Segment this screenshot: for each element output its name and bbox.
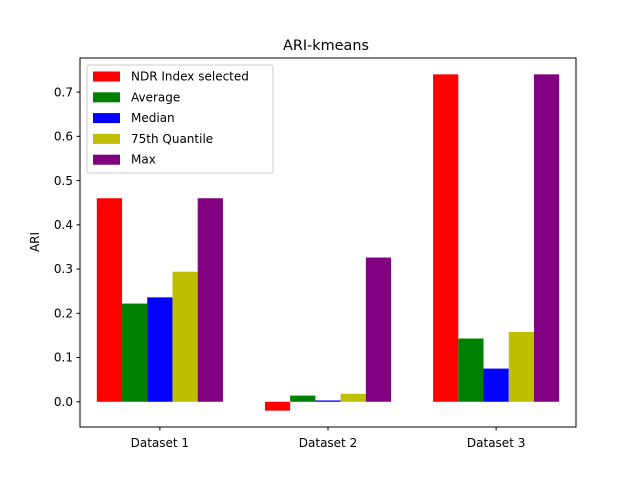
bar-average-3 <box>458 338 484 402</box>
bar-max-2 <box>365 257 392 402</box>
legend-swatch <box>93 133 120 144</box>
y-tick-label: 0.6 <box>54 130 73 144</box>
bar-75th-quantile-2 <box>340 393 366 402</box>
bar-ndr-index-selected-1 <box>96 198 123 402</box>
x-tick-label: Dataset 2 <box>299 436 357 450</box>
y-tick-label: 0.0 <box>54 395 73 409</box>
y-tick-label: 0.3 <box>54 262 73 276</box>
plot-frame <box>79 57 577 428</box>
legend-label: 75th Quantile <box>131 132 213 146</box>
legend-label: Median <box>131 111 175 125</box>
x-tick-label: Dataset 1 <box>131 436 189 450</box>
legend-swatch <box>93 154 120 165</box>
legend-box <box>86 64 274 174</box>
y-tick-label: 0.4 <box>54 218 73 232</box>
legend-label: NDR Index selected <box>131 70 249 84</box>
bars-group <box>96 74 560 411</box>
bar-median-3 <box>483 368 509 402</box>
bar-median-2 <box>315 400 341 402</box>
chart-title: ARI-kmeans <box>283 38 369 54</box>
legend: NDR Index selected Average Median 75th Quan… <box>86 64 274 174</box>
legend-swatch <box>93 71 120 82</box>
x-ticks-group: Dataset 1 Dataset 2 Dataset 3 <box>131 427 525 450</box>
bar-average-1 <box>122 303 148 402</box>
legend-swatch <box>93 113 120 124</box>
bar-ndr-index-selected-2 <box>264 401 291 411</box>
y-tick-label: 0.5 <box>54 174 73 188</box>
bar-max-1 <box>197 198 223 402</box>
legend-label: Average <box>131 90 180 104</box>
y-tick-label: 0.2 <box>54 306 73 320</box>
bar-max-3 <box>533 74 560 402</box>
bar-ndr-index-selected-3 <box>433 74 459 402</box>
bar-median-1 <box>147 297 173 402</box>
y-tick-label: 0.1 <box>54 351 73 365</box>
x-tick-label: Dataset 3 <box>467 436 525 450</box>
bar-75th-quantile-1 <box>172 271 198 402</box>
y-axis-label: ARI <box>28 232 42 252</box>
legend-label: Max <box>131 153 156 167</box>
legend-swatch <box>93 92 120 103</box>
bar-average-2 <box>290 395 316 402</box>
y-tick-label: 0.7 <box>54 85 73 99</box>
y-ticks-group: 0.0 0.1 0.2 0.3 0.4 0.5 0.6 0.7 <box>54 85 80 409</box>
bar-75th-quantile-3 <box>508 331 534 402</box>
